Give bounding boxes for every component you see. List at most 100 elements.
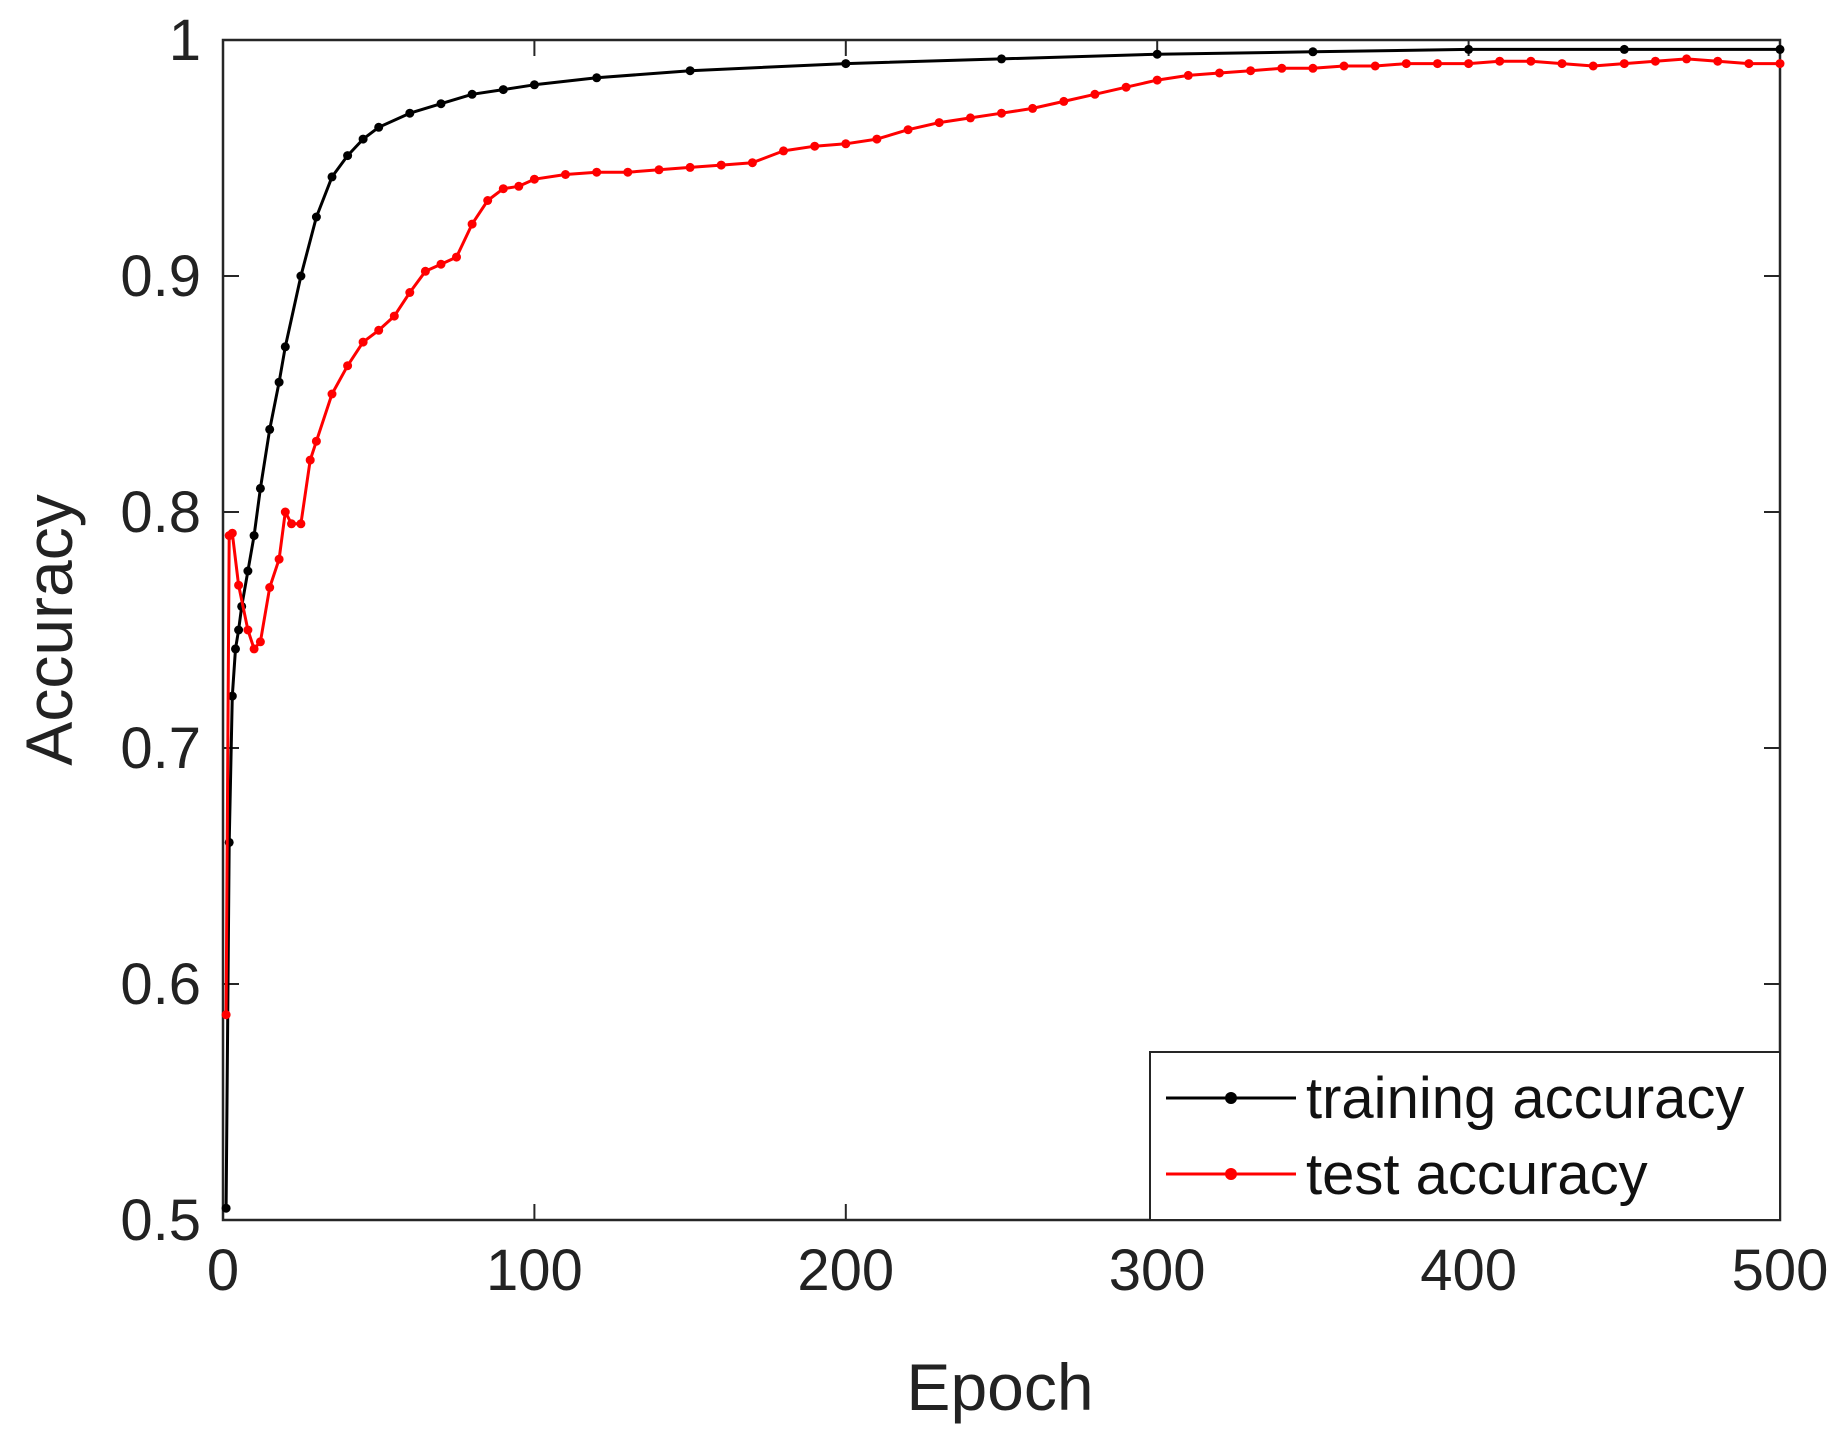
data-point-test (841, 139, 851, 149)
data-point-test (467, 219, 477, 229)
legend-marker-training (1225, 1092, 1237, 1104)
data-point-test (747, 158, 757, 168)
data-point-test (389, 311, 399, 321)
data-point-training (231, 644, 240, 654)
data-point-training (685, 66, 695, 76)
data-point-test (374, 325, 384, 335)
data-point-test (1682, 54, 1692, 64)
data-point-test (1277, 63, 1287, 73)
data-point-test (592, 167, 602, 177)
data-point-test (358, 337, 368, 347)
data-point-test (1215, 68, 1224, 78)
data-point-test (1526, 56, 1536, 66)
data-point-training (296, 271, 306, 281)
data-point-test (654, 165, 664, 175)
x-tick-label: 400 (1420, 1238, 1517, 1303)
data-point-test (561, 170, 570, 179)
data-point-test (280, 507, 290, 517)
data-point-training (529, 80, 539, 90)
data-point-test (872, 134, 882, 144)
data-point-test (1308, 63, 1318, 73)
x-tick-label: 200 (797, 1238, 894, 1303)
data-point-test (227, 528, 237, 538)
y-axis-label: Accuracy (12, 494, 86, 765)
data-point-test (810, 141, 820, 151)
data-point-training (274, 377, 284, 387)
data-point-training (280, 342, 290, 352)
data-point-test (234, 580, 244, 590)
data-point-test (623, 167, 633, 177)
plot-area-frame (221, 38, 1782, 1222)
x-axis-label: Epoch (906, 1350, 1093, 1424)
data-point-test (305, 455, 315, 465)
data-point-training (1152, 49, 1162, 59)
data-point-test (716, 160, 726, 170)
data-point-test (779, 146, 788, 156)
data-point-training (327, 172, 337, 182)
data-point-test (1775, 59, 1785, 69)
data-point-training (311, 212, 321, 222)
data-point-test (1619, 59, 1629, 69)
data-point-test (296, 519, 306, 529)
data-point-training (436, 99, 446, 109)
data-point-training (255, 483, 265, 493)
data-point-test (311, 436, 321, 446)
data-point-training (234, 625, 244, 635)
x-tick-label: 100 (486, 1238, 583, 1303)
legend-box (1149, 1051, 1781, 1221)
data-point-test (221, 1010, 231, 1020)
data-point-test (1152, 75, 1162, 85)
data-point-test (343, 361, 353, 371)
legend: training accuracy test accuracy (1149, 1051, 1781, 1221)
data-point-test (1339, 61, 1349, 71)
data-point-training (1464, 44, 1474, 54)
data-point-test (1370, 61, 1380, 71)
data-point-test (1028, 103, 1038, 113)
data-point-test (452, 252, 461, 262)
data-point-training (592, 73, 602, 83)
data-point-test (436, 259, 446, 269)
y-tick-label: 0.5 (120, 1188, 201, 1253)
data-point-test (514, 181, 524, 191)
data-point-test (265, 583, 275, 592)
data-point-test (1588, 61, 1598, 71)
data-point-training (374, 122, 384, 132)
data-point-test (483, 196, 493, 205)
legend-label-training: training accuracy (1306, 1066, 1744, 1131)
data-point-test (1246, 66, 1256, 76)
data-point-test (274, 554, 284, 564)
data-point-test (327, 389, 337, 399)
data-point-test (405, 288, 415, 297)
data-point-test (420, 266, 430, 276)
data-point-test (243, 625, 253, 635)
data-point-test (1401, 59, 1411, 69)
data-point-training (227, 691, 237, 701)
y-tick-label: 1 (169, 8, 201, 73)
data-point-test (1650, 56, 1660, 66)
tick-labels: 0 100 200 300 400 500 0.5 0.6 0.7 0.8 0.9 1 (120, 8, 1828, 1303)
data-point-test (1183, 70, 1193, 80)
data-point-training (1775, 44, 1785, 54)
data-point-test (255, 637, 265, 647)
data-point-test (1121, 82, 1131, 92)
data-point-test (1713, 56, 1723, 66)
data-point-training (498, 85, 508, 95)
data-point-test (903, 125, 913, 135)
data-point-training (467, 89, 477, 99)
data-point-training (1308, 47, 1318, 57)
legend-marker-test (1225, 1168, 1237, 1180)
data-point-test (1557, 59, 1567, 69)
y-tick-label: 0.7 (120, 716, 201, 781)
data-point-training (358, 134, 368, 144)
data-point-training (343, 151, 353, 161)
y-tick-label: 0.8 (120, 480, 201, 545)
x-tick-label: 500 (1732, 1238, 1829, 1303)
data-point-training (405, 108, 415, 118)
data-point-test (529, 174, 539, 184)
data-point-test (1464, 59, 1474, 69)
x-tick-label: 0 (207, 1238, 239, 1303)
data-point-test (1090, 89, 1100, 99)
legend-label-test: test accuracy (1306, 1142, 1648, 1207)
